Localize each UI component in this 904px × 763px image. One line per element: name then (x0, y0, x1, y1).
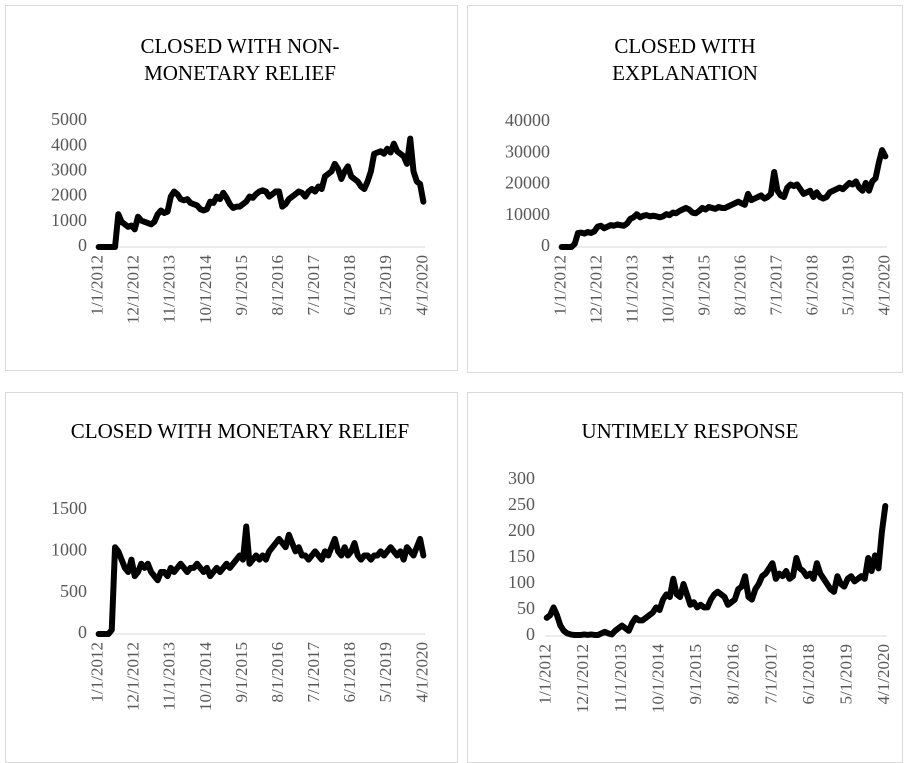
y-tick-label: 50 (517, 598, 535, 618)
x-tick-label: 7/1/2017 (766, 255, 785, 316)
y-tick-label: 500 (60, 581, 87, 601)
x-tick-label: 6/1/2018 (802, 255, 821, 315)
x-tick-label: 11/1/2013 (611, 644, 630, 712)
x-tick-label: 11/1/2013 (160, 255, 179, 323)
x-tick-label: 1/1/2012 (88, 642, 107, 702)
x-tick-label: 12/1/2012 (124, 255, 143, 324)
y-tick-label: 30000 (505, 141, 550, 161)
x-tick-label: 10/1/2014 (196, 642, 215, 711)
x-tick-label: 10/1/2014 (648, 644, 667, 713)
x-tick-label: 6/1/2018 (799, 644, 818, 704)
y-tick-label: 0 (526, 624, 535, 644)
x-tick-label: 9/1/2015 (232, 255, 251, 315)
y-tick-label: 1500 (51, 498, 87, 518)
y-tick-label: 250 (508, 494, 535, 514)
x-tick-label: 7/1/2017 (304, 255, 323, 316)
panel (467, 5, 903, 373)
panel (5, 5, 458, 371)
y-tick-label: 1000 (51, 210, 87, 230)
y-tick-label: 4000 (51, 134, 87, 154)
x-tick-label: 9/1/2015 (686, 644, 705, 704)
x-tick-label: 4/1/2020 (874, 255, 893, 315)
chart-title: CLOSED WITH NON-MONETARY RELIEF (140, 34, 340, 85)
x-tick-label: 5/1/2019 (376, 642, 395, 702)
x-tick-label: 11/1/2013 (160, 642, 179, 710)
y-tick-label: 1000 (51, 539, 87, 559)
x-tick-label: 10/1/2014 (196, 255, 215, 324)
y-tick-label: 3000 (51, 160, 87, 180)
data-line (543, 503, 889, 638)
x-tick-label: 7/1/2017 (761, 644, 780, 705)
data-line (558, 147, 889, 250)
x-tick-label: 5/1/2019 (837, 644, 856, 704)
x-tick-label: 8/1/2016 (268, 255, 287, 315)
y-tick-label: 20000 (505, 173, 550, 193)
data-line (95, 523, 427, 637)
x-tick-label: 6/1/2018 (340, 255, 359, 315)
chart-title: UNTIMELY RESPONSE (581, 419, 799, 443)
y-tick-label: 200 (508, 520, 535, 540)
x-tick-label: 9/1/2015 (694, 255, 713, 315)
chart-title: CLOSED WITH EXPLANATION (612, 34, 758, 85)
x-tick-label: 8/1/2016 (268, 642, 287, 702)
x-tick-label: 7/1/2017 (304, 642, 323, 703)
x-tick-label: 8/1/2016 (724, 644, 743, 704)
y-tick-label: 10000 (505, 204, 550, 224)
x-tick-label: 1/1/2012 (88, 255, 107, 315)
x-tick-label: 12/1/2012 (587, 255, 606, 324)
chart-title: CLOSED WITH MONETARY RELIEF (70, 419, 410, 443)
x-tick-label: 4/1/2020 (874, 644, 893, 704)
x-tick-label: 4/1/2020 (412, 642, 431, 702)
data-line (95, 135, 427, 250)
y-tick-label: 40000 (505, 110, 550, 130)
x-tick-label: 11/1/2013 (622, 255, 641, 323)
y-tick-label: 2000 (51, 185, 87, 205)
y-tick-label: 0 (78, 622, 87, 642)
y-tick-label: 100 (508, 572, 535, 592)
x-tick-label: 4/1/2020 (412, 255, 431, 315)
x-tick-label: 5/1/2019 (838, 255, 857, 315)
y-tick-label: 150 (508, 546, 535, 566)
x-tick-label: 1/1/2012 (536, 644, 555, 704)
y-tick-label: 300 (508, 468, 535, 488)
x-tick-label: 1/1/2012 (551, 255, 570, 315)
x-tick-label: 6/1/2018 (340, 642, 359, 702)
x-tick-label: 9/1/2015 (232, 642, 251, 702)
x-tick-label: 8/1/2016 (730, 255, 749, 315)
y-tick-label: 5000 (51, 109, 87, 129)
x-tick-label: 12/1/2012 (124, 642, 143, 711)
y-tick-label: 0 (78, 235, 87, 255)
x-tick-label: 10/1/2014 (658, 255, 677, 324)
y-tick-label: 0 (541, 235, 550, 255)
x-tick-label: 5/1/2019 (376, 255, 395, 315)
x-tick-label: 12/1/2012 (573, 644, 592, 713)
